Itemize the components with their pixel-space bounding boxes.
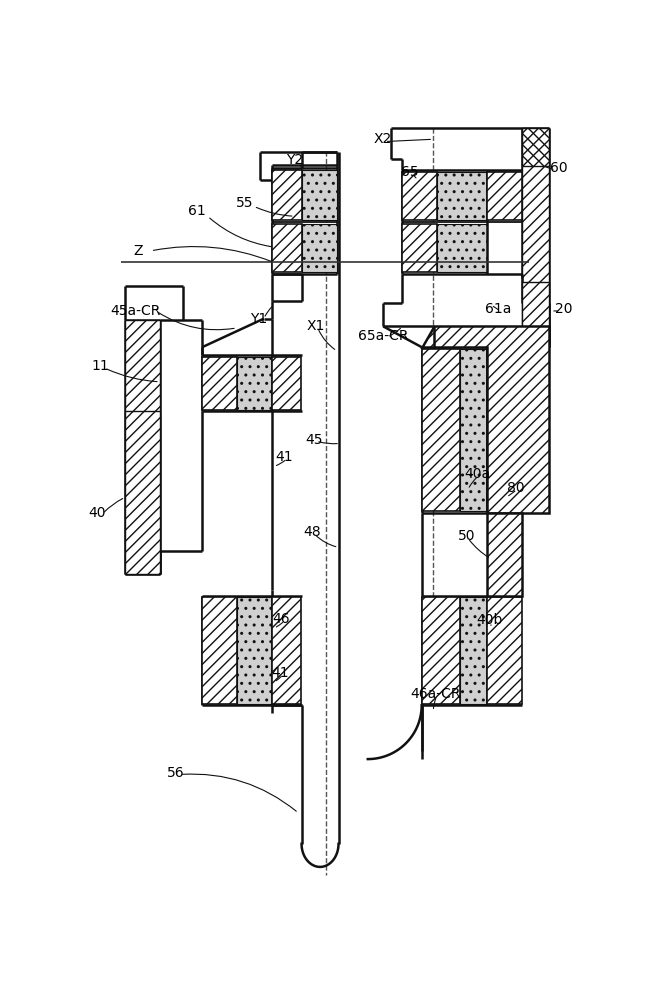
Text: 65: 65 [401, 165, 419, 179]
Text: 40a: 40a [464, 467, 490, 481]
Text: Z: Z [133, 244, 143, 258]
Text: 41: 41 [271, 666, 289, 680]
Text: 48: 48 [304, 525, 321, 539]
Bar [202, 597, 237, 704]
Text: 56: 56 [166, 766, 184, 780]
Bar [125, 320, 160, 574]
Text: Y2: Y2 [286, 153, 303, 167]
Polygon shape [487, 513, 522, 596]
Bar [237, 357, 272, 410]
Bar [202, 357, 237, 410]
Text: Y1: Y1 [250, 312, 267, 326]
Bar [302, 170, 337, 220]
Text: 45: 45 [305, 433, 322, 447]
Text: 65a-CR: 65a-CR [358, 329, 408, 343]
Bar [402, 224, 437, 272]
Polygon shape [422, 326, 549, 513]
Bar [437, 172, 487, 220]
Text: 41: 41 [276, 450, 293, 464]
Bar [302, 224, 337, 272]
Text: 46a-CR: 46a-CR [410, 687, 461, 701]
Text: 20: 20 [555, 302, 573, 316]
Bar [522, 128, 549, 166]
Text: 61a: 61a [486, 302, 512, 316]
Bar [460, 349, 487, 511]
Text: X1: X1 [306, 319, 324, 333]
Text: X2: X2 [374, 132, 393, 146]
Text: 80: 80 [507, 481, 525, 495]
Bar [125, 411, 160, 574]
Bar [522, 128, 549, 347]
Bar [272, 170, 302, 220]
Bar [522, 282, 549, 347]
Bar [487, 597, 522, 704]
Text: 46: 46 [273, 612, 291, 626]
Bar [422, 349, 460, 511]
Bar [422, 597, 460, 704]
Text: 50: 50 [458, 529, 475, 543]
Bar [272, 597, 301, 704]
Bar [237, 597, 272, 704]
Bar [272, 357, 301, 410]
Text: 40: 40 [88, 506, 105, 520]
Bar [460, 597, 487, 704]
Bar [487, 172, 522, 220]
Text: 11: 11 [91, 359, 109, 373]
Bar [487, 349, 522, 511]
Text: 61: 61 [188, 204, 205, 218]
Bar [522, 128, 549, 166]
Text: 60: 60 [550, 161, 567, 175]
Bar [402, 172, 437, 220]
Text: 45a-CR: 45a-CR [110, 304, 161, 318]
Bar [437, 224, 487, 272]
Bar [272, 224, 302, 272]
Text: 55: 55 [236, 196, 254, 210]
Text: 40b: 40b [476, 613, 502, 628]
